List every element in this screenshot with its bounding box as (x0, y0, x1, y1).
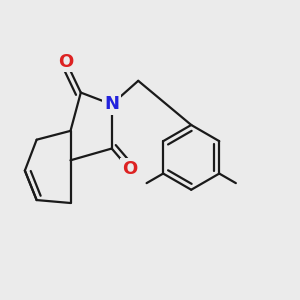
Text: N: N (104, 95, 119, 113)
Text: O: O (122, 160, 137, 178)
Text: O: O (58, 53, 74, 71)
